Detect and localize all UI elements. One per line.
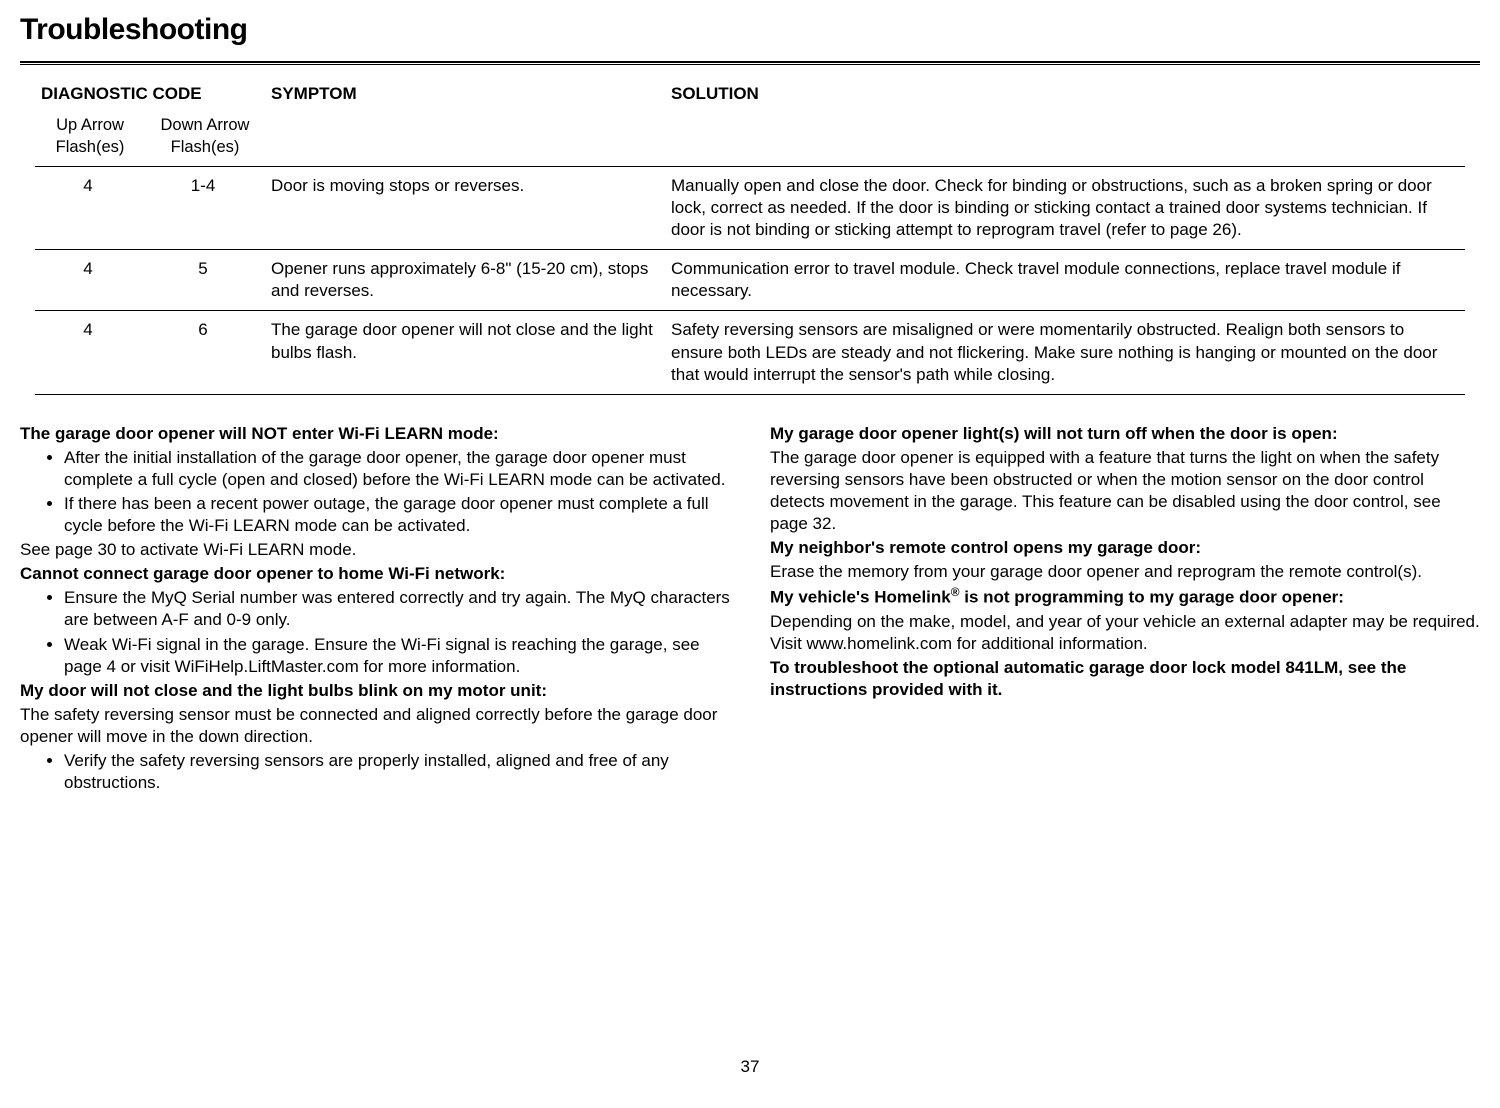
cell-symptom: Door is moving stops or reverses. [265,166,665,249]
cell-up: 4 [35,166,145,249]
cell-up: 4 [35,311,145,394]
heading: Cannot connect garage door opener to hom… [20,563,730,585]
page-number: 37 [20,1056,1480,1078]
heading: My door will not close and the light bul… [20,680,730,702]
list-item: If there has been a recent power outage,… [64,493,730,537]
paragraph: Erase the memory from your garage door o… [770,561,1480,583]
cell-solution: Safety reversing sensors are misaligned … [665,311,1465,394]
registered-icon: ® [951,585,960,599]
diagnostic-table: DIAGNOSTIC CODE SYMPTOM SOLUTION Up Arro… [35,77,1465,395]
page-title: Troubleshooting [20,10,1480,49]
title-rule [20,61,1480,65]
list-item: After the initial installation of the ga… [64,447,730,491]
paragraph: See page 30 to activate Wi-Fi LEARN mode… [20,539,730,561]
th-symptom: SYMPTOM [265,77,665,111]
th-diagnostic-code: DIAGNOSTIC CODE [35,77,265,111]
paragraph: The garage door opener is equipped with … [770,447,1480,535]
homelink-post: is not programming to my garage door ope… [960,588,1344,607]
cell-down: 5 [145,250,265,311]
text-columns: The garage door opener will NOT enter Wi… [20,423,1480,797]
table-row: 4 1-4 Door is moving stops or reverses. … [35,166,1465,249]
heading: My garage door opener light(s) will not … [770,423,1480,445]
cell-up: 4 [35,250,145,311]
th-solution: SOLUTION [665,77,1465,111]
cell-solution: Manually open and close the door. Check … [665,166,1465,249]
list-item: Weak Wi-Fi signal in the garage. Ensure … [64,634,730,678]
cell-solution: Communication error to travel module. Ch… [665,250,1465,311]
table-row: 4 6 The garage door opener will not clos… [35,311,1465,394]
cell-down: 6 [145,311,265,394]
paragraph: Depending on the make, model, and year o… [770,611,1480,655]
homelink-pre: My vehicle's Homelink [770,588,951,607]
heading: My neighbor's remote control opens my ga… [770,537,1480,559]
cell-down: 1-4 [145,166,265,249]
cell-symptom: Opener runs approximately 6-8" (15-20 cm… [265,250,665,311]
th-down-arrow: Down Arrow Flash(es) [145,111,265,166]
paragraph: The safety reversing sensor must be conn… [20,704,730,748]
list-item: Ensure the MyQ Serial number was entered… [64,587,730,631]
heading: To troubleshoot the optional automatic g… [770,657,1480,701]
heading: The garage door opener will NOT enter Wi… [20,423,730,445]
list-item: Verify the safety reversing sensors are … [64,750,730,794]
table-row: 4 5 Opener runs approximately 6-8" (15-2… [35,250,1465,311]
th-up-arrow: Up Arrow Flash(es) [35,111,145,166]
left-column: The garage door opener will NOT enter Wi… [20,423,730,797]
right-column: My garage door opener light(s) will not … [770,423,1480,797]
heading-homelink: My vehicle's Homelink® is not programmin… [770,585,1480,609]
cell-symptom: The garage door opener will not close an… [265,311,665,394]
